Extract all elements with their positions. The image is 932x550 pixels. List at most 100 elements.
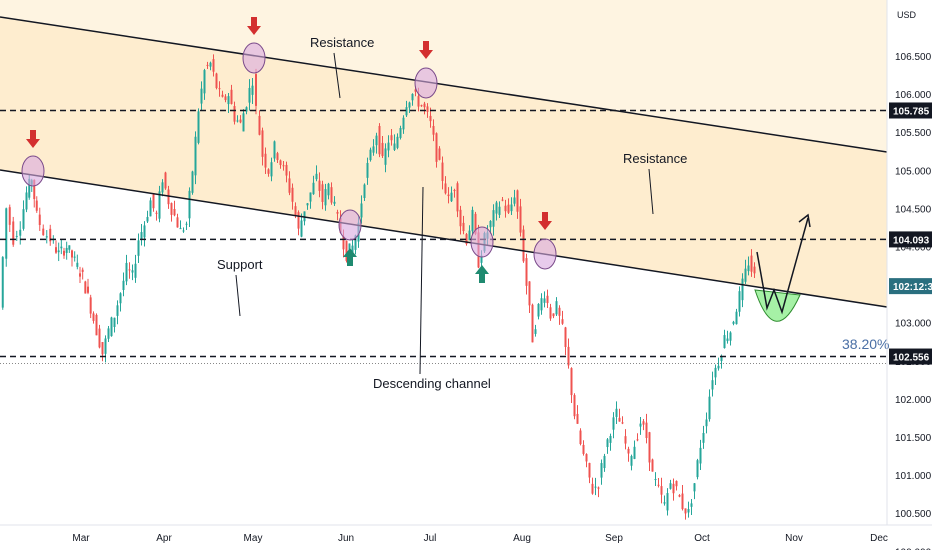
candle-body [654, 479, 657, 481]
candle-body [8, 207, 11, 225]
candle-body [300, 220, 303, 237]
pivot-circle [470, 226, 494, 258]
candle-body [489, 220, 492, 228]
candle-body [185, 223, 188, 225]
x-tick-label: May [244, 533, 263, 544]
candle-body [600, 463, 603, 478]
y-tick-label: 100.000 [895, 547, 932, 550]
green-up-arrow [475, 265, 489, 283]
candle-body [612, 417, 615, 430]
candle-body [642, 421, 645, 425]
y-tick-label: 104.500 [895, 204, 932, 215]
candle-body [714, 367, 717, 378]
candle-body [666, 493, 669, 511]
candle-body [384, 148, 387, 165]
price-badge [889, 231, 932, 248]
candle-body [516, 190, 519, 212]
candle-body [116, 305, 119, 316]
candle-body [209, 62, 212, 67]
candle-body [315, 173, 318, 180]
candle-body [92, 313, 95, 321]
candle-body [333, 201, 336, 204]
red-down-arrow [538, 212, 552, 230]
candle-body [98, 328, 101, 348]
candle-body [285, 164, 288, 176]
candle-body [113, 317, 116, 328]
pivot-circle [21, 155, 45, 187]
pivot-circle [338, 209, 362, 241]
candle-body [35, 200, 38, 211]
candle-body [528, 281, 531, 306]
candle-body [615, 408, 618, 417]
pointer-resistance-upper [333, 52, 341, 99]
candle-body [55, 247, 57, 253]
candle-body [510, 204, 513, 212]
candle-body [570, 368, 573, 396]
candle-body [594, 486, 597, 488]
candle-body [378, 126, 381, 155]
candle-body [255, 74, 257, 106]
candle-body [465, 234, 468, 245]
candle-body [579, 430, 582, 445]
candle-body [221, 94, 224, 97]
candle-body [84, 281, 87, 294]
price-badge-label: 102.556 [893, 353, 930, 364]
y-tick-label: 106.500 [895, 52, 932, 63]
candle-body [273, 141, 276, 159]
candle-body [134, 263, 137, 278]
candle-body [624, 436, 627, 444]
candle-body [708, 396, 711, 420]
candle-body [747, 265, 750, 272]
candle-body [720, 356, 723, 362]
candle-body [672, 483, 675, 494]
annotation-channel: Descending channel [373, 376, 491, 391]
x-tick-label: Mar [72, 533, 90, 544]
candle-body [95, 314, 98, 336]
candle-body [597, 487, 600, 489]
y-tick-label: 104.000 [895, 243, 932, 254]
candle-body [675, 480, 678, 487]
currency-label: USD [897, 10, 917, 20]
candle-body [636, 439, 639, 441]
candle-body [564, 327, 567, 347]
y-tick-label: 100.500 [895, 509, 932, 520]
candle-body [122, 280, 125, 290]
pointer-resistance-lower [648, 168, 654, 215]
candle-body [73, 256, 76, 258]
red-down-arrow [419, 41, 433, 59]
markers-layer [21, 17, 557, 283]
candle-body [543, 298, 546, 303]
candle-body [191, 171, 194, 193]
price-badge-label: 105.785 [893, 106, 930, 117]
candle-body [161, 182, 164, 193]
candle-body [492, 210, 495, 227]
candle-body [366, 162, 369, 178]
candle-body [660, 486, 663, 495]
candle-body [696, 460, 699, 478]
candle-body [576, 413, 579, 424]
candle-body [429, 115, 432, 122]
candle-body [164, 172, 167, 189]
candle-body [558, 307, 561, 316]
projection-path [756, 217, 809, 315]
y-tick-label: 105.500 [895, 128, 932, 139]
candle-body [242, 113, 245, 132]
price-badge [889, 278, 932, 295]
lower-channel-line [0, 169, 888, 308]
candle-body [264, 153, 267, 168]
candle-body [1, 257, 4, 308]
candle-body [79, 273, 81, 277]
candle-body [540, 298, 543, 311]
candle-body [537, 303, 540, 317]
candle-body [282, 165, 285, 167]
candle-body [690, 503, 693, 507]
candle-body [705, 419, 708, 427]
candle-body [182, 230, 185, 232]
candle-body [22, 209, 25, 229]
candle-body [630, 456, 633, 466]
candle-body [684, 508, 687, 514]
candle-body [408, 102, 411, 108]
candle-body [432, 125, 435, 135]
candle-body [65, 247, 68, 253]
